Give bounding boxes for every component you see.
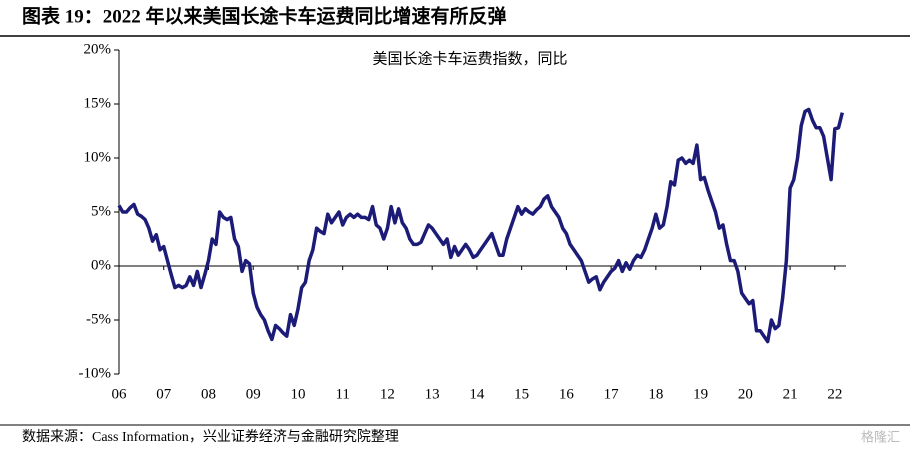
x-tick-label: 09 (246, 386, 261, 402)
x-tick-label: 13 (425, 386, 440, 402)
y-tick-label: -5% (86, 311, 111, 327)
x-tick-label: 21 (783, 386, 798, 402)
watermark: 格隆汇 (861, 430, 900, 446)
x-tick-label: 07 (156, 386, 172, 402)
x-tick-label: 22 (827, 386, 842, 402)
x-tick-label: 18 (648, 386, 663, 402)
x-tick-label: 10 (290, 386, 305, 402)
y-tick-label: -10% (79, 365, 112, 381)
x-tick-label: 08 (201, 386, 216, 402)
x-tick-label: 20 (738, 386, 753, 402)
y-tick-label: 10% (84, 149, 112, 165)
y-tick-label: 5% (91, 203, 111, 219)
x-tick-label: 19 (693, 386, 708, 402)
x-tick-label: 14 (469, 386, 485, 402)
y-tick-label: 15% (84, 95, 112, 111)
y-tick-label: 0% (91, 257, 111, 273)
x-tick-label: 15 (514, 386, 529, 402)
chart-title: 美国长途卡车运费指数，同比 (372, 50, 567, 67)
source: 数据来源：Cass Information，兴业证券经济与金融研究院整理 (22, 429, 399, 445)
x-tick-label: 11 (335, 386, 349, 402)
x-tick-label: 17 (604, 386, 620, 402)
x-tick-label: 06 (112, 386, 128, 402)
x-tick-label: 12 (380, 386, 395, 402)
x-tick-label: 16 (559, 386, 575, 402)
page-title: 图表 19：2022 年以来美国长途卡车运费同比增速有所反弹 (22, 4, 507, 27)
y-tick-label: 20% (84, 41, 112, 57)
data-line (117, 107, 844, 344)
